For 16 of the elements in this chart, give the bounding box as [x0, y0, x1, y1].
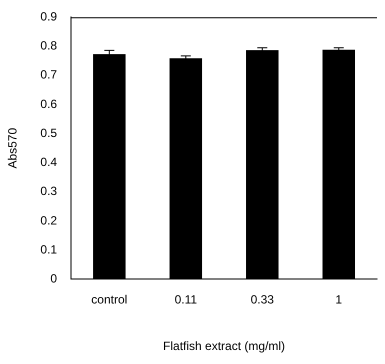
- x-tick-label: 1: [335, 292, 342, 307]
- y-tick-label: 0.3: [40, 184, 58, 198]
- y-tick-label: 0: [50, 272, 58, 286]
- y-tick-label: 0.5: [40, 126, 58, 140]
- y-tick-label: 0.6: [40, 96, 58, 111]
- x-tick-label: control: [91, 292, 128, 307]
- y-tick-label: 0.4: [40, 155, 58, 170]
- y-tick-label: 0.1: [40, 242, 58, 256]
- y-tick-label: 0.8: [40, 38, 58, 53]
- y-tick-label: 0.9: [40, 10, 58, 24]
- y-axis-title: Abs570: [6, 128, 20, 169]
- x-tick-label: 0.33: [250, 292, 274, 307]
- y-tick-label: 0.2: [40, 213, 58, 228]
- x-tick-label: 0.11: [174, 292, 198, 307]
- y-tick-label: 0.7: [40, 68, 58, 82]
- x-axis-title: Flatfish extract (mg/ml): [163, 339, 286, 354]
